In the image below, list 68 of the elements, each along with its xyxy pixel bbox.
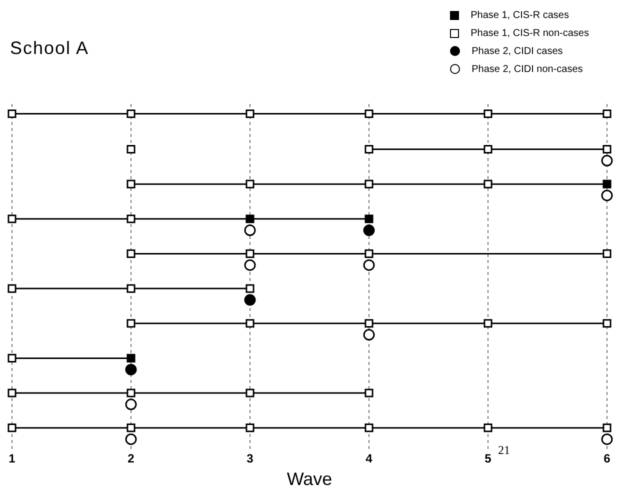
point xyxy=(8,284,16,293)
point xyxy=(126,144,136,154)
point xyxy=(364,388,374,398)
point xyxy=(602,180,612,188)
x-tick-label: 5 xyxy=(484,452,492,466)
point xyxy=(364,180,374,188)
point xyxy=(602,249,612,258)
point xyxy=(484,144,492,154)
point xyxy=(244,294,256,306)
point xyxy=(246,319,254,328)
legend-label: Phase 1, CIS-R cases xyxy=(470,10,569,20)
point xyxy=(246,284,254,293)
point xyxy=(246,388,254,398)
point xyxy=(363,329,375,341)
point xyxy=(484,109,492,118)
point xyxy=(364,214,374,224)
x-tick-label: 2 xyxy=(128,452,135,466)
point xyxy=(125,364,137,376)
point xyxy=(601,433,613,445)
point xyxy=(484,319,492,328)
point xyxy=(363,224,375,236)
point xyxy=(364,249,374,258)
point xyxy=(126,388,136,398)
legend-label: Phase 2, CIDI non-cases xyxy=(472,64,583,74)
point xyxy=(126,424,136,432)
point xyxy=(602,144,612,154)
x-axis-title: Wave xyxy=(286,469,332,490)
point xyxy=(126,284,136,293)
point xyxy=(246,109,254,118)
point xyxy=(126,319,136,328)
x-tick-label: 4 xyxy=(366,452,373,466)
point xyxy=(364,424,374,432)
x-tick-label: 6 xyxy=(604,452,611,466)
point xyxy=(126,214,136,224)
point xyxy=(125,398,137,410)
point xyxy=(246,249,254,258)
point xyxy=(126,249,136,258)
point xyxy=(364,319,374,328)
point xyxy=(601,154,613,166)
point xyxy=(246,214,254,224)
point xyxy=(244,259,256,271)
point xyxy=(125,433,137,445)
point xyxy=(601,190,613,202)
point xyxy=(126,109,136,118)
point xyxy=(244,224,256,236)
point xyxy=(364,144,374,154)
x-tick-label: 3 xyxy=(246,452,254,466)
point xyxy=(364,109,374,118)
point xyxy=(246,424,254,432)
point xyxy=(126,180,136,188)
legend-label: Phase 2, CIDI cases xyxy=(472,46,563,56)
point xyxy=(484,180,492,188)
point xyxy=(8,109,16,118)
point xyxy=(602,424,612,432)
x-tick-label: 1 xyxy=(8,452,16,466)
legend-label: Phase 1, CIS-R non-cases xyxy=(470,28,589,38)
chart-title: School A xyxy=(10,38,90,59)
point xyxy=(484,424,492,432)
text: 21 xyxy=(498,443,510,458)
point xyxy=(602,109,612,118)
point xyxy=(8,388,16,398)
point xyxy=(8,424,16,432)
point xyxy=(8,354,16,362)
point xyxy=(8,214,16,224)
point xyxy=(363,259,375,271)
point xyxy=(126,354,136,362)
point xyxy=(246,180,254,188)
point xyxy=(602,319,612,328)
